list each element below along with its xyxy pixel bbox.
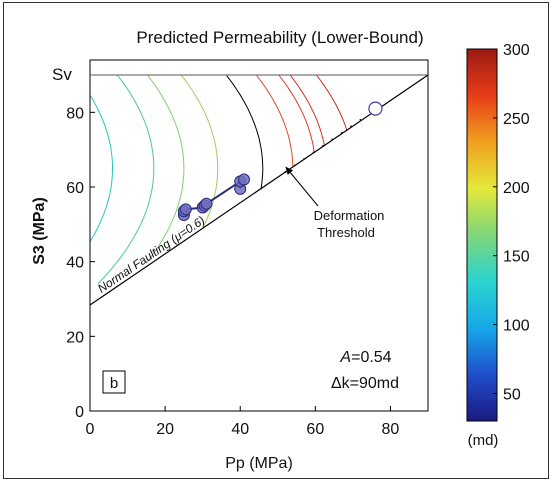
threshold-arrowhead (285, 166, 294, 175)
colorbar-tick-label: 250 (503, 111, 530, 128)
colorbar-tick-label: 100 (503, 318, 530, 335)
colorbar-tick-label: 50 (503, 386, 521, 403)
annotation-dk: Δk=90md (331, 375, 399, 392)
contour-line (145, 75, 185, 264)
contour-line (316, 75, 348, 131)
y-tick-label: 40 (66, 255, 84, 272)
normal-faulting-label: Normal Faulting (μ=0.6) (95, 213, 207, 296)
y-tick-label: 60 (66, 180, 84, 197)
panel-label-box (102, 370, 126, 394)
figure-frame (3, 2, 549, 479)
annotation-a: A=0.54 (339, 349, 391, 366)
data-points (177, 173, 250, 221)
data-link (205, 180, 241, 205)
panel-label: b (110, 375, 118, 392)
chart-title: Predicted Permeability (Lower-Bound) (136, 28, 423, 47)
colorbar-tick-label: 300 (503, 42, 530, 59)
contour-line (255, 75, 294, 167)
contour-line (278, 75, 315, 152)
contour-line (90, 94, 113, 243)
x-tick-label: 40 (231, 421, 249, 438)
threshold-label-line1: Deformation (314, 208, 385, 223)
contour-lines (90, 75, 348, 285)
contour-line (180, 75, 219, 229)
threshold-arrow (290, 172, 319, 207)
plot-area-border (89, 59, 429, 412)
data-point (200, 197, 213, 210)
open-data-point (368, 101, 383, 116)
x-tick-label: 60 (306, 421, 324, 438)
contour-line (225, 75, 264, 190)
contour-line (289, 75, 325, 146)
y-tick-label: 0 (75, 404, 84, 421)
x-tick-label: 20 (156, 421, 174, 438)
data-point (179, 203, 192, 216)
y-tick-label: 80 (66, 105, 84, 122)
y-axis-label: S3 (MPa) (31, 197, 48, 265)
x-axis-ticks: 0 20 40 60 80 (86, 406, 400, 438)
data-point (237, 173, 250, 186)
y-tick-label: 20 (66, 329, 84, 346)
colorbar-unit-label: (md) (468, 432, 499, 449)
colorbar-ticks: 50 100 150 200 250 300 (493, 42, 530, 403)
colorbar-tick-label: 200 (503, 180, 530, 197)
x-axis-label: Pp (MPa) (225, 455, 293, 472)
threshold-label-line2: Threshold (317, 225, 375, 240)
x-tick-label: 0 (86, 421, 95, 438)
y-axis-ticks: 0 20 40 60 80 (66, 105, 95, 421)
contour-line (97, 75, 155, 285)
sv-label: Sv (52, 65, 72, 84)
x-tick-label: 80 (382, 421, 400, 438)
colorbar-tick-label: 150 (503, 249, 530, 266)
colorbar (466, 48, 498, 422)
